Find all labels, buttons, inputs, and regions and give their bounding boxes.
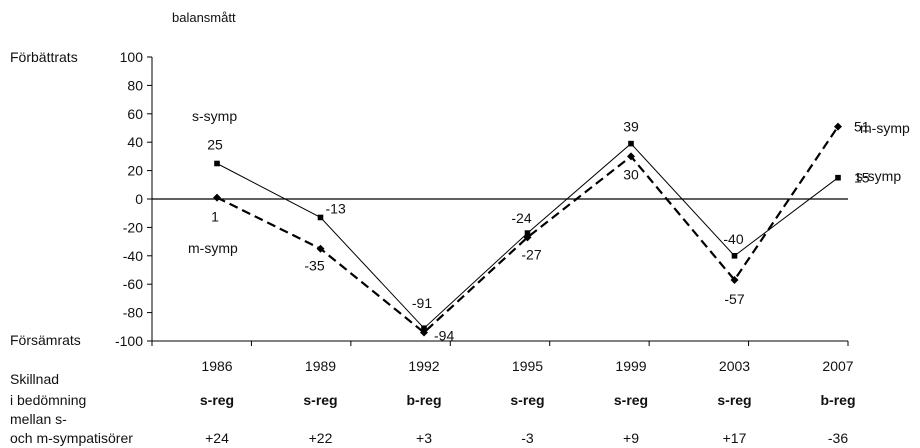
regime-label: s-reg	[303, 392, 337, 408]
point-m-symp	[213, 193, 221, 202]
data-label-s-symp: 15	[854, 170, 870, 186]
data-label-m-symp: -57	[724, 291, 744, 307]
difference-value: +3	[416, 430, 432, 446]
data-label-s-symp: 39	[623, 119, 639, 135]
difference-value: +9	[623, 430, 639, 446]
data-label-m-symp: -27	[521, 246, 541, 262]
point-s-symp	[421, 325, 427, 332]
data-label-m-symp: 30	[623, 166, 639, 182]
point-s-symp	[317, 214, 324, 221]
y-tick-label: -40	[123, 248, 143, 264]
series-line-m-symp	[216, 125, 839, 334]
data-label-m-symp: -94	[434, 327, 454, 343]
x-tick-label: 2007	[822, 358, 853, 374]
x-tick-label: 1989	[305, 358, 336, 374]
y-tick-label: 60	[127, 106, 143, 122]
table-row-title: och m-sympatisörer	[10, 430, 133, 446]
data-label-s-symp: -40	[723, 231, 743, 247]
y-axis-label: balansmått	[172, 10, 236, 25]
data-label-s-symp: -13	[326, 200, 346, 216]
point-m-symp	[523, 233, 532, 242]
difference-value: +22	[309, 430, 333, 446]
data-label-s-symp: 25	[207, 137, 223, 153]
series-annotation: s-symp	[856, 168, 901, 184]
point-m-symp	[834, 122, 842, 131]
regime-label: b-reg	[821, 392, 856, 408]
data-label-m-symp: 51	[854, 119, 870, 135]
point-s-symp	[731, 253, 738, 259]
y-tick-label: 80	[127, 77, 143, 93]
point-s-symp	[628, 140, 634, 147]
data-label-s-symp: -24	[511, 210, 531, 226]
x-tick-label: 1995	[512, 358, 543, 374]
point-s-symp	[524, 230, 531, 236]
difference-value: +24	[205, 430, 229, 446]
x-tick-label: 1992	[408, 358, 439, 374]
y-axis-bottom-label: Försämrats	[10, 332, 81, 348]
x-tick-label: 1999	[615, 358, 646, 374]
y-axis-top-label: Förbättrats	[10, 49, 78, 65]
x-tick-label: 1986	[201, 358, 232, 374]
point-m-symp	[730, 275, 739, 284]
regime-label: s-reg	[200, 392, 234, 408]
y-tick-label: -20	[123, 219, 143, 235]
y-tick-label: 40	[127, 134, 143, 150]
regime-label: s-reg	[717, 392, 751, 408]
y-tick-label: 20	[127, 163, 143, 179]
data-label-m-symp: 1	[211, 209, 219, 225]
table-row-title: mellan s-	[10, 411, 67, 427]
point-s-symp	[835, 174, 841, 181]
y-tick-label: -100	[115, 333, 143, 349]
regime-label: b-reg	[407, 392, 442, 408]
point-s-symp	[214, 160, 220, 167]
point-m-symp	[627, 152, 635, 161]
table-row-title: i bedömning	[10, 392, 86, 408]
y-tick-label: -80	[123, 305, 143, 321]
regime-label: s-reg	[614, 392, 648, 408]
series-annotation: m-symp	[860, 120, 910, 136]
point-m-symp	[420, 328, 428, 337]
x-tick-label: 2003	[719, 358, 750, 374]
series-annotation: m-symp	[188, 240, 238, 256]
difference-value: -36	[828, 430, 848, 446]
regime-label: s-reg	[510, 392, 544, 408]
table-row-title: Skillnad	[10, 371, 59, 387]
data-label-m-symp: -35	[304, 258, 324, 274]
difference-value: -3	[521, 430, 534, 446]
y-tick-label: -60	[123, 276, 143, 292]
difference-value: +17	[723, 430, 747, 446]
y-tick-label: 100	[120, 49, 144, 65]
data-label-s-symp: -91	[412, 295, 432, 311]
point-m-symp	[316, 244, 325, 253]
series-annotation: s-symp	[192, 108, 237, 124]
y-tick-label: 0	[135, 191, 143, 207]
